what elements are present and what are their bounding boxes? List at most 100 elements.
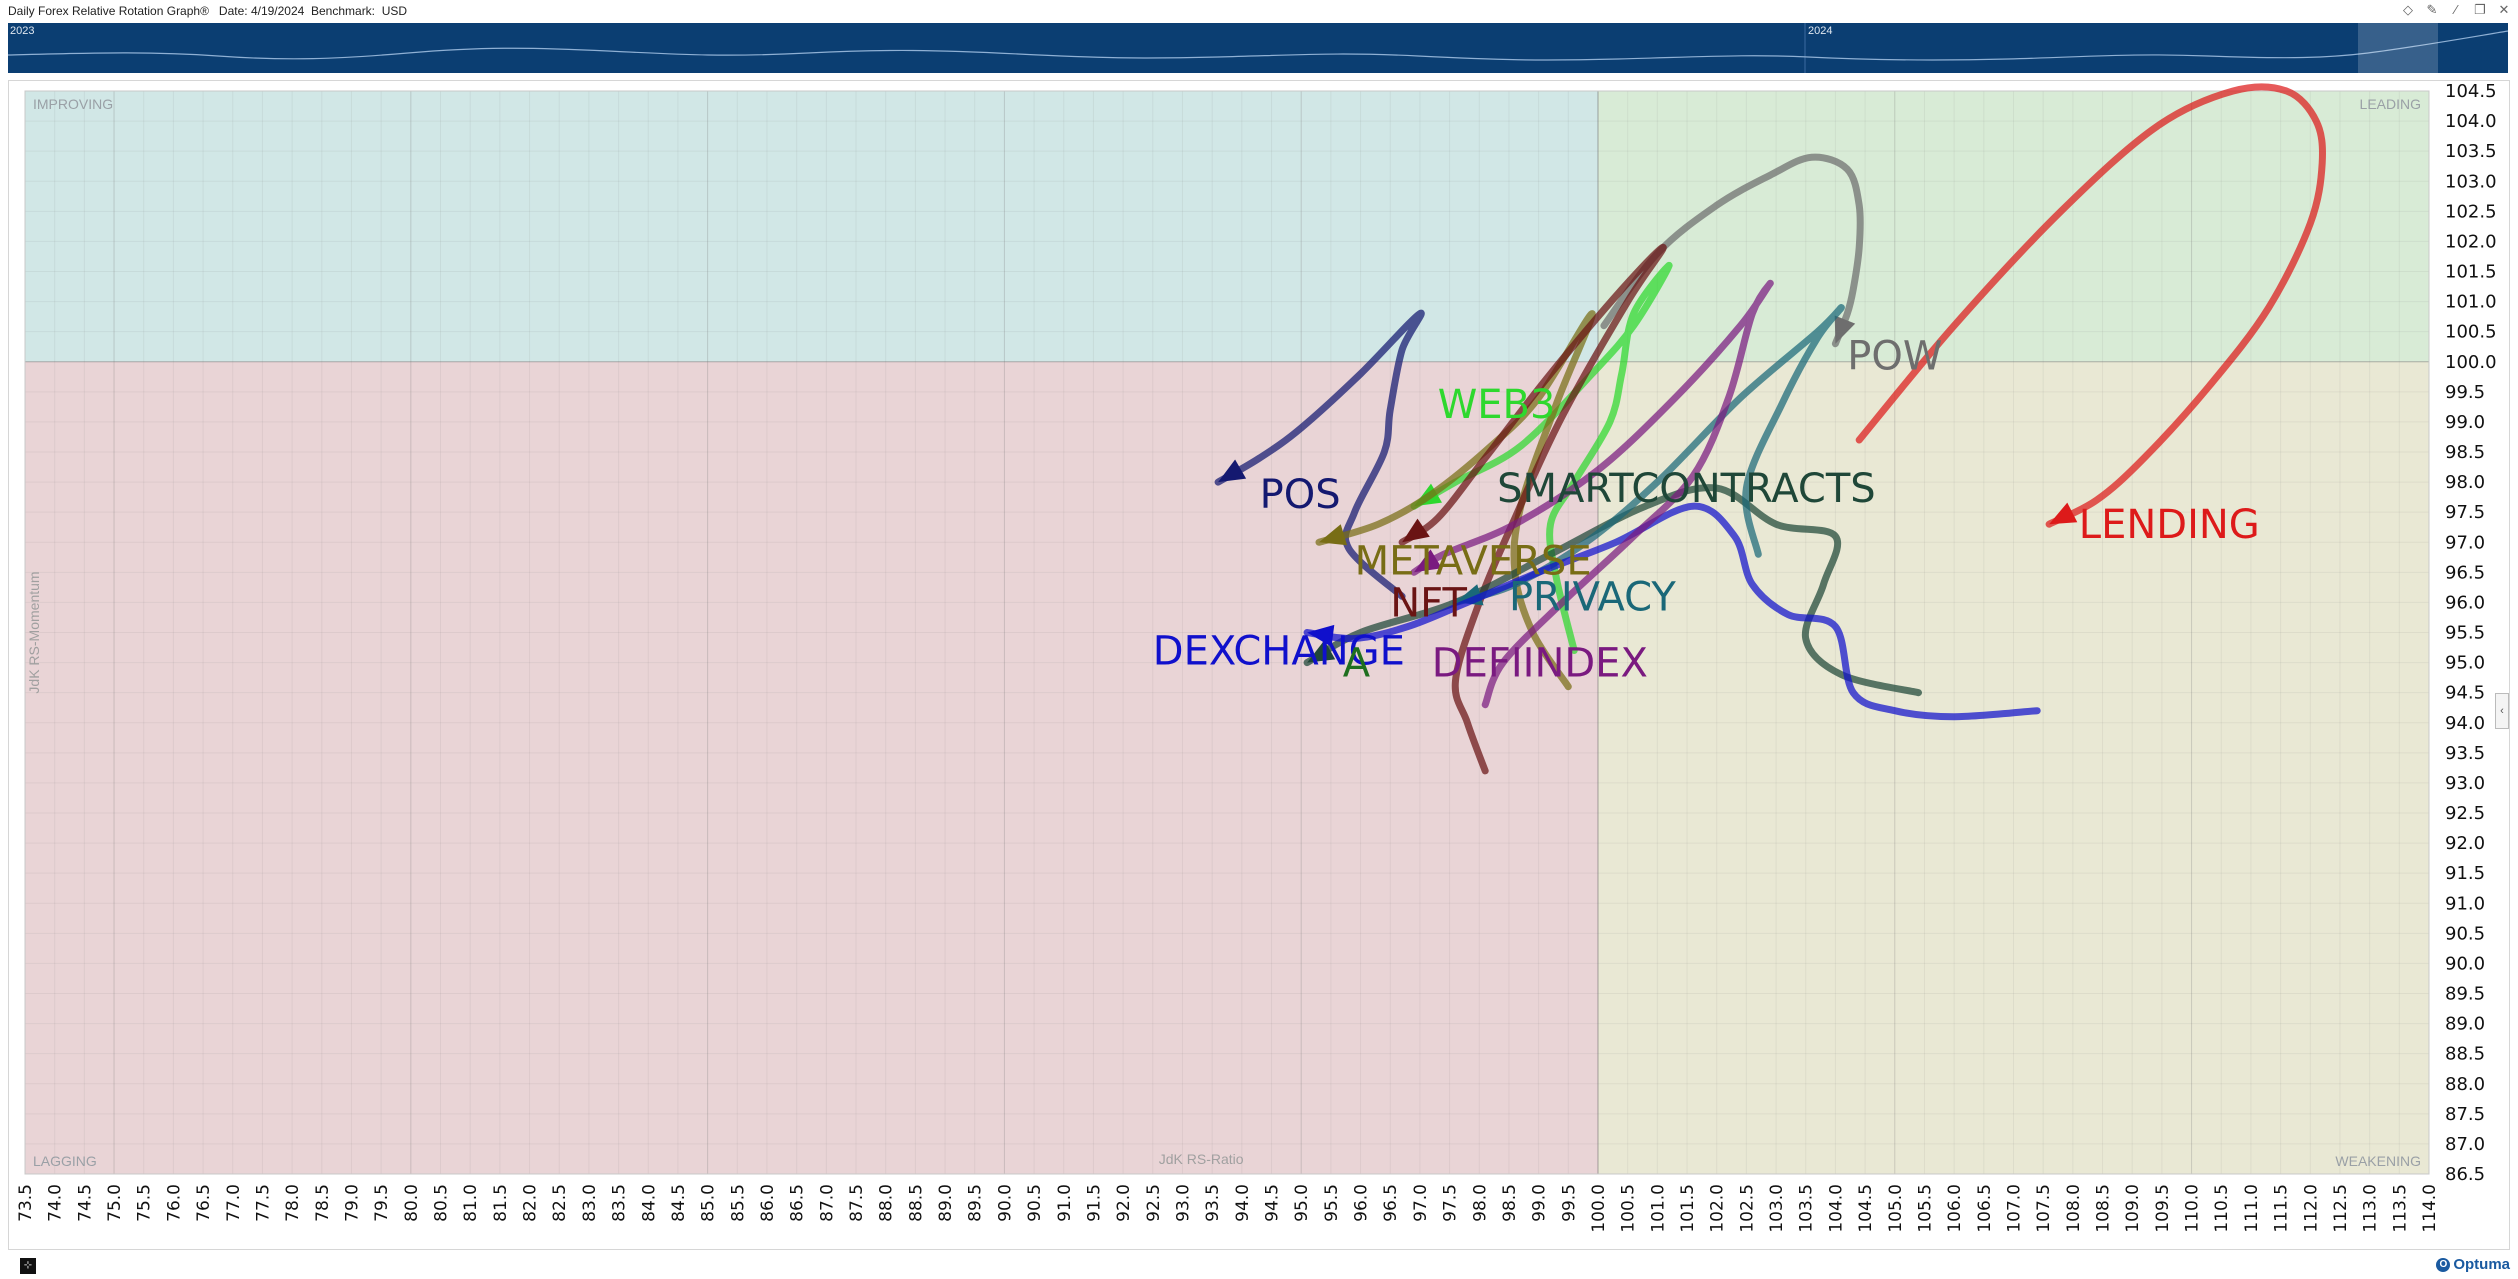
y-axis-ticks: 104.5 104.0 103.5 103.0 102.5 102.0 101.5 101.0… <box>2445 81 2497 1185</box>
x-tick-label: 76.5 <box>194 1184 214 1222</box>
series-label-smartcontracts[interactable]: SMARTCONTRACTS <box>1497 466 1876 512</box>
x-tick-label: 80.5 <box>432 1184 452 1222</box>
series-smartcontracts[interactable] <box>1303 484 1922 697</box>
y-tick-label: 93.5 <box>2445 743 2485 764</box>
x-tick-label: 93.5 <box>1203 1184 1223 1222</box>
x-tick-label: 82.0 <box>521 1184 541 1222</box>
x-tick-label: 84.0 <box>639 1184 659 1222</box>
y-tick-label: 102.5 <box>2445 201 2497 222</box>
x-axis-ticks: 73.5 74.0 74.5 75.0 75.5 76.0 76.5 77.0 77.5 78.0… <box>16 1184 2440 1233</box>
y-tick-label: 93.0 <box>2445 773 2485 794</box>
x-tick-label: 96.5 <box>1381 1184 1401 1222</box>
x-tick-label: 87.5 <box>847 1184 867 1222</box>
tail-head-pow <box>1834 315 1856 344</box>
x-tick-label: 78.0 <box>283 1184 303 1222</box>
series-label-defiindex[interactable]: DEFIINDEX <box>1432 641 1648 687</box>
x-tick-label: 113.0 <box>2361 1184 2381 1233</box>
y-tick-label: 99.5 <box>2445 382 2485 403</box>
x-tick-label: 102.5 <box>1737 1184 1757 1233</box>
x-tick-label: 112.0 <box>2301 1184 2321 1233</box>
chart-panel: IMPROVING LEADING LAGGING WEAKENING JdK … <box>8 80 2510 1250</box>
series-label-partial: A <box>1343 641 1371 687</box>
x-tick-label: 85.5 <box>728 1184 748 1222</box>
series-defiindex[interactable] <box>1410 279 1774 709</box>
settings-button[interactable]: ⊹ <box>20 1258 36 1274</box>
y-tick-label: 102.0 <box>2445 231 2497 252</box>
x-tick-label: 90.0 <box>995 1184 1015 1222</box>
quadrant-label-lagging: LAGGING <box>33 1153 97 1169</box>
x-tick-label: 104.0 <box>1826 1184 1846 1233</box>
x-tick-label: 95.5 <box>1322 1184 1342 1222</box>
series-nft[interactable] <box>1398 243 1667 775</box>
rrg-chart: IMPROVING LEADING LAGGING WEAKENING JdK … <box>16 81 2497 1233</box>
y-tick-label: 100.5 <box>2445 322 2497 343</box>
series-label-nft[interactable]: NFT <box>1390 580 1467 626</box>
x-tick-label: 79.5 <box>372 1184 392 1222</box>
timeline-year-label: 2023 <box>10 25 35 37</box>
series-label-dexchange[interactable]: DEXCHANGE <box>1153 629 1405 675</box>
y-tick-label: 89.0 <box>2445 1014 2485 1035</box>
tail-head-smartcontracts <box>1307 640 1336 663</box>
x-tick-label: 79.0 <box>342 1184 362 1222</box>
x-tick-label: 93.0 <box>1173 1184 1193 1222</box>
series-tails <box>1214 83 2326 775</box>
y-tick-label: 103.0 <box>2445 171 2497 192</box>
series-label-web3[interactable]: WEB3 <box>1438 382 1556 428</box>
series-label-lending[interactable]: LENDING <box>2079 502 2260 548</box>
y-axis-label: JdK RS-Momentum <box>26 571 42 693</box>
x-tick-label: 97.0 <box>1411 1184 1431 1222</box>
x-tick-label: 91.5 <box>1084 1184 1104 1222</box>
x-tick-label: 86.5 <box>788 1184 808 1222</box>
y-tick-label: 95.5 <box>2445 623 2485 644</box>
x-tick-label: 99.0 <box>1530 1184 1550 1222</box>
side-panel-toggle[interactable]: ‹ <box>2495 693 2509 729</box>
y-tick-label: 98.0 <box>2445 472 2485 493</box>
tail-line-pow <box>1600 153 1864 348</box>
x-tick-label: 104.5 <box>1856 1184 1876 1233</box>
series-label-metaverse[interactable]: METAVERSE <box>1355 538 1592 584</box>
quadrant-label-improving: IMPROVING <box>33 96 113 112</box>
timeline-window-handle[interactable] <box>2358 23 2438 73</box>
series-label-pos[interactable]: POS <box>1260 472 1341 518</box>
x-tick-label: 90.5 <box>1025 1184 1045 1222</box>
x-tick-label: 109.5 <box>2153 1184 2173 1233</box>
plot-border <box>24 90 2430 1175</box>
restore-icon[interactable]: ❐ <box>2474 2 2486 17</box>
series-pos[interactable] <box>1214 309 1425 600</box>
y-tick-label: 96.0 <box>2445 592 2485 613</box>
x-tick-label: 85.0 <box>699 1184 719 1222</box>
x-tick-label: 86.0 <box>758 1184 778 1222</box>
series-label-privacy[interactable]: PRIVACY <box>1509 574 1676 620</box>
x-tick-label: 81.5 <box>491 1184 511 1222</box>
pin-icon[interactable]: ✎ <box>2426 2 2438 17</box>
timeline-sparkline <box>8 23 2508 73</box>
series-pow[interactable] <box>1600 153 1864 348</box>
series-lending[interactable] <box>1855 83 2326 528</box>
x-tick-label: 114.0 <box>2420 1184 2440 1233</box>
x-tick-label: 110.0 <box>2183 1184 2203 1233</box>
timeline-navigator[interactable]: 2023 2024 <box>8 23 2508 73</box>
quadrant-lagging <box>25 361 1598 1174</box>
y-tick-label: 97.5 <box>2445 502 2485 523</box>
tail-line-web3 <box>1410 261 1673 654</box>
edit-icon[interactable]: ⁄ <box>2454 2 2458 17</box>
close-icon[interactable]: ✕ <box>2498 2 2510 17</box>
quadrant-labels: IMPROVING LEADING LAGGING WEAKENING <box>33 96 2421 1169</box>
x-tick-label: 94.0 <box>1233 1184 1253 1222</box>
series-dexchange[interactable] <box>1303 502 2041 721</box>
x-tick-label: 81.0 <box>461 1184 481 1222</box>
x-tick-label: 106.0 <box>1945 1184 1965 1233</box>
x-axis-label: JdK RS-Ratio <box>1159 1151 1244 1167</box>
diamond-icon[interactable]: ◇ <box>2403 2 2413 17</box>
x-tick-label: 75.0 <box>105 1184 125 1222</box>
y-tick-label: 103.5 <box>2445 141 2497 162</box>
tail-line-defiindex <box>1410 279 1774 709</box>
x-tick-label: 100.0 <box>1589 1184 1609 1233</box>
x-tick-label: 95.0 <box>1292 1184 1312 1222</box>
x-tick-label: 110.5 <box>2212 1184 2232 1233</box>
y-tick-label: 94.0 <box>2445 713 2485 734</box>
tail-line-privacy <box>1452 304 1845 606</box>
series-label-pow[interactable]: POW <box>1847 334 1942 380</box>
y-tick-label: 99.0 <box>2445 412 2485 433</box>
x-tick-label: 77.5 <box>253 1184 273 1222</box>
